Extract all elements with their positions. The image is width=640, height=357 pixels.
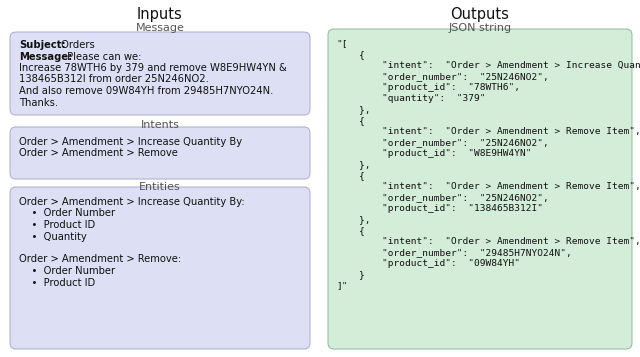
Text: "product_id":  "138465B312I": "product_id": "138465B312I" bbox=[336, 204, 543, 213]
Text: Message:: Message: bbox=[19, 51, 72, 61]
Text: "order_number":  "25N246NO2",: "order_number": "25N246NO2", bbox=[336, 138, 548, 147]
Text: 138465B312I from order 25N246NO2.: 138465B312I from order 25N246NO2. bbox=[19, 75, 209, 85]
Text: {: { bbox=[336, 116, 365, 125]
FancyBboxPatch shape bbox=[10, 32, 310, 115]
Text: •  Product ID: • Product ID bbox=[19, 220, 95, 230]
Text: Order > Amendment > Remove:: Order > Amendment > Remove: bbox=[19, 255, 181, 265]
Text: "intent":  "Order > Amendment > Increase Quantity By",: "intent": "Order > Amendment > Increase … bbox=[336, 61, 640, 70]
Text: {: { bbox=[336, 226, 365, 235]
Text: },: }, bbox=[336, 105, 371, 114]
Text: Order > Amendment > Remove: Order > Amendment > Remove bbox=[19, 149, 178, 159]
Text: Subject:: Subject: bbox=[19, 40, 66, 50]
Text: •  Order Number: • Order Number bbox=[19, 208, 115, 218]
Text: •  Order Number: • Order Number bbox=[19, 266, 115, 276]
Text: "order_number":  "25N246NO2",: "order_number": "25N246NO2", bbox=[336, 193, 548, 202]
Text: "product_id":  "78WTH6",: "product_id": "78WTH6", bbox=[336, 83, 520, 92]
Text: "product_id":  "W8E9HW4YN": "product_id": "W8E9HW4YN" bbox=[336, 149, 531, 158]
Text: •  Quantity: • Quantity bbox=[19, 231, 87, 241]
Text: Inputs: Inputs bbox=[137, 7, 183, 22]
Text: "intent":  "Order > Amendment > Remove Item",: "intent": "Order > Amendment > Remove It… bbox=[336, 182, 640, 191]
Text: ]": ]" bbox=[336, 281, 348, 290]
Text: "intent":  "Order > Amendment > Remove Item",: "intent": "Order > Amendment > Remove It… bbox=[336, 127, 640, 136]
FancyBboxPatch shape bbox=[328, 29, 632, 349]
Text: "intent":  "Order > Amendment > Remove Item",: "intent": "Order > Amendment > Remove It… bbox=[336, 237, 640, 246]
Text: {: { bbox=[336, 171, 365, 180]
Text: }: } bbox=[336, 270, 365, 279]
Text: •  Product ID: • Product ID bbox=[19, 277, 95, 287]
Text: "order_number":  "25N246NO2",: "order_number": "25N246NO2", bbox=[336, 72, 548, 81]
Text: },: }, bbox=[336, 215, 371, 224]
Text: "order_number":  "29485H7NYO24N",: "order_number": "29485H7NYO24N", bbox=[336, 248, 572, 257]
Text: Thanks.: Thanks. bbox=[19, 97, 58, 107]
Text: Order > Amendment > Increase Quantity By:: Order > Amendment > Increase Quantity By… bbox=[19, 197, 244, 207]
Text: {: { bbox=[336, 50, 365, 59]
Text: Order > Amendment > Increase Quantity By: Order > Amendment > Increase Quantity By bbox=[19, 137, 242, 147]
Text: "quantity":  "379": "quantity": "379" bbox=[336, 94, 486, 103]
FancyBboxPatch shape bbox=[10, 187, 310, 349]
Text: Message: Message bbox=[136, 23, 184, 33]
Text: "[: "[ bbox=[336, 39, 348, 48]
Text: Increase 78WTH6 by 379 and remove W8E9HW4YN &: Increase 78WTH6 by 379 and remove W8E9HW… bbox=[19, 63, 287, 73]
Text: Please can we:: Please can we: bbox=[64, 51, 141, 61]
Text: "product_id":  "09W84YH": "product_id": "09W84YH" bbox=[336, 259, 520, 268]
Text: Orders: Orders bbox=[58, 40, 95, 50]
FancyBboxPatch shape bbox=[10, 127, 310, 179]
Text: },: }, bbox=[336, 160, 371, 169]
Text: And also remove 09W84YH from 29485H7NYO24N.: And also remove 09W84YH from 29485H7NYO2… bbox=[19, 86, 273, 96]
Text: Intents: Intents bbox=[141, 120, 179, 130]
Text: Outputs: Outputs bbox=[451, 7, 509, 22]
Text: Entities: Entities bbox=[139, 182, 181, 192]
Text: JSON string: JSON string bbox=[449, 23, 511, 33]
